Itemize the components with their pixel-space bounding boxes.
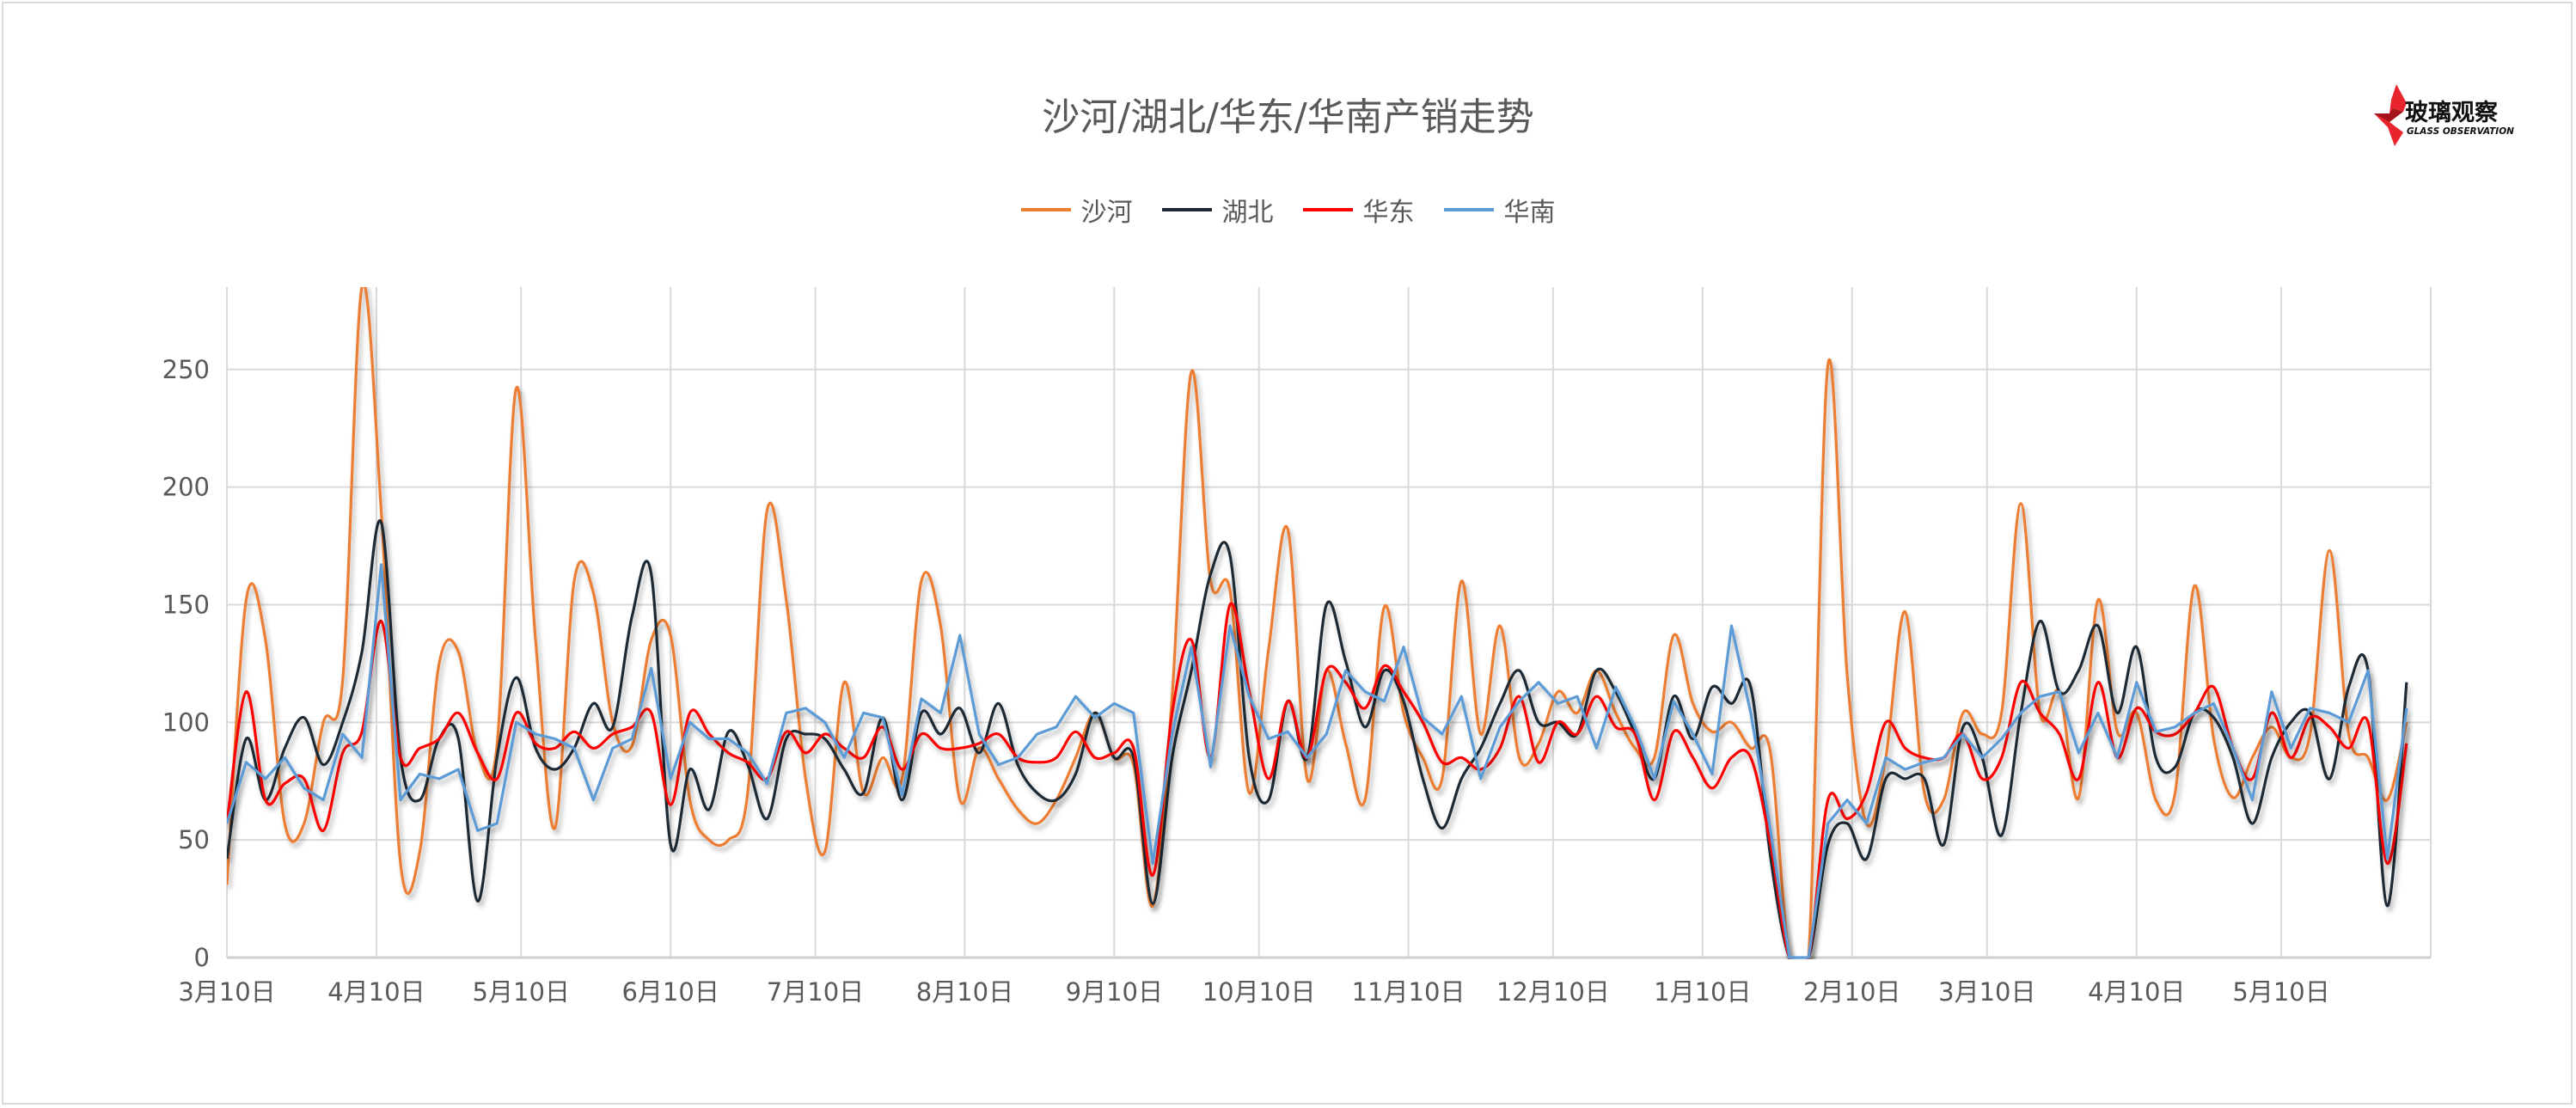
x-tick-label: 5月10日 [473,977,570,1007]
glass-observation-logo: 玻璃观察 GLASS OBSERVATION [2374,84,2514,146]
x-tick-label: 3月10日 [178,977,275,1007]
legend-swatch-huadong [1302,208,1353,211]
logo-star-shade [2374,108,2403,122]
x-tick-label: 4月10日 [2088,977,2185,1007]
gridlines [226,287,2432,959]
legend-swatch-shahe [1020,208,1071,211]
legend-label-huadong: 华东 [1362,198,1415,228]
y-tick-label: 100 [162,707,210,737]
legend-swatch-hubei [1161,208,1212,211]
x-tick-label: 7月10日 [767,977,864,1007]
x-tick-label: 2月10日 [1803,977,1900,1007]
logo-text-en: GLASS OBSERVATION [2407,126,2514,137]
x-tick-label: 5月10日 [2232,977,2329,1007]
y-tick-label: 150 [162,590,210,619]
legend-label-hubei: 湖北 [1221,198,1274,228]
legend-swatch-huanan [1443,208,1494,211]
x-tick-label: 10月10日 [1202,977,1316,1007]
y-tick-label: 50 [178,825,210,854]
x-tick-label: 9月10日 [1066,977,1163,1007]
x-tick-label: 1月10日 [1654,977,1751,1007]
legend: 沙河 湖北 华东 华南 [0,191,2576,229]
x-tick-label: 4月10日 [327,977,425,1007]
series-line-huanan[interactable] [227,563,2408,959]
legend-label-shahe: 沙河 [1080,198,1133,228]
y-axis-ticks: 0 50 100 150 200 250 [162,355,210,972]
y-tick-label: 0 [194,943,210,972]
y-tick-label: 200 [162,473,210,502]
x-tick-label: 3月10日 [1938,977,2035,1007]
series-lines [227,284,2408,1010]
x-tick-label: 8月10日 [916,977,1013,1007]
legend-item-shahe[interactable]: 沙河 [1020,191,1133,229]
logo-text-cn: 玻璃观察 [2405,99,2499,126]
legend-label-huanan: 华南 [1503,198,1556,228]
legend-item-huadong[interactable]: 华东 [1302,191,1415,229]
x-tick-label: 11月10日 [1352,977,1465,1007]
x-axis-ticks: 3月10日 4月10日 5月10日 6月10日 7月10日 8月10日 9月10日 10月10… [178,977,2329,1007]
series-line-shahe[interactable] [227,284,2408,1010]
chart-title: 沙河/湖北/华东/华南产销走势 [1042,95,1534,139]
y-tick-label: 250 [162,355,210,384]
x-tick-label: 12月10日 [1496,977,1610,1007]
legend-item-huanan[interactable]: 华南 [1443,191,1556,229]
legend-item-hubei[interactable]: 湖北 [1161,191,1274,229]
x-tick-label: 6月10日 [621,977,719,1007]
